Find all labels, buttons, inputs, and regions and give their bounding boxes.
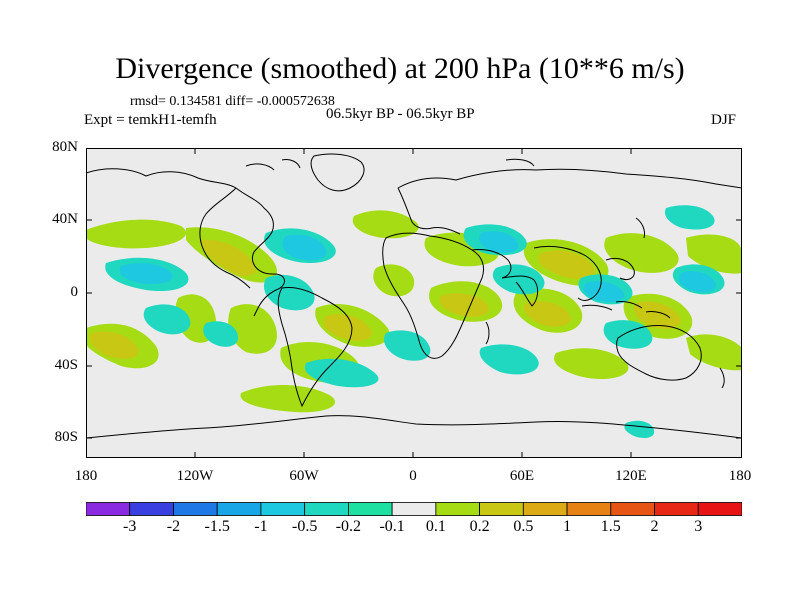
negative-mid-regions <box>119 231 717 302</box>
lat-label-40n: 40N <box>52 211 78 227</box>
lat-label-40s: 40S <box>54 357 78 373</box>
lon-label-60e: 60E <box>509 468 535 484</box>
colorbar-label: 0.1 <box>425 518 446 535</box>
period-label: 06.5kyr BP - 06.5kyr BP <box>326 106 475 122</box>
stats-text: rmsd= 0.134581 diff= -0.000572638 <box>130 94 335 109</box>
colorbar-box <box>173 502 218 516</box>
colorbar-box <box>216 502 262 516</box>
colorbar-box <box>654 502 699 516</box>
colorbar-box <box>86 502 131 516</box>
colorbar-label: -0.2 <box>335 518 362 535</box>
colorbar-label: 3 <box>694 518 703 535</box>
colorbar-label: 0.2 <box>469 518 490 535</box>
colorbar-label: -1.5 <box>204 518 230 535</box>
lon-label-180w: 180 <box>74 468 98 484</box>
colorbar-box <box>435 502 480 516</box>
colorbar-label: 0.5 <box>513 518 534 535</box>
lon-label-60w: 60W <box>289 468 319 484</box>
colorbar-label: 1 <box>563 518 572 535</box>
colorbar-label: -3 <box>123 518 137 535</box>
positive-mid-regions <box>89 239 681 359</box>
colorbar-label: 1.5 <box>600 518 621 535</box>
colorbar-box <box>697 502 742 516</box>
colorbar-label: 2 <box>650 518 659 535</box>
coastlines <box>86 153 742 439</box>
colorbar-label: -0.1 <box>379 518 405 535</box>
colorbar-box <box>566 502 612 516</box>
experiment-label: Expt = temkH1-temfh <box>84 112 217 128</box>
colorbar-box <box>304 502 349 516</box>
divergence-map <box>86 148 742 458</box>
lon-label-0: 0 <box>409 468 417 484</box>
colorbar-label: -0.5 <box>291 518 318 535</box>
colorbar-label: -2 <box>166 518 181 535</box>
colorbar <box>86 502 742 516</box>
lon-label-120e: 120E <box>615 468 647 484</box>
colorbar-box <box>610 502 655 516</box>
colorbar-box <box>260 502 306 516</box>
lat-label-80s: 80S <box>54 429 78 445</box>
lat-label-80n: 80N <box>52 139 78 155</box>
map-title: Divergence (smoothed) at 200 hPa (10**6 … <box>115 52 685 85</box>
colorbar-box <box>479 502 524 516</box>
map-frame <box>86 148 742 458</box>
divergence-field <box>86 205 742 438</box>
season-label: DJF <box>711 112 737 128</box>
colorbar-label: -1 <box>254 518 268 535</box>
lon-label-180e: 180 <box>728 468 752 484</box>
lon-label-120w: 120W <box>176 468 214 484</box>
colorbar-box <box>522 502 568 516</box>
colorbar-box <box>129 502 174 516</box>
colorbar-box <box>391 502 437 516</box>
colorbar-box <box>347 502 393 516</box>
lat-label-eq: 0 <box>70 284 79 300</box>
